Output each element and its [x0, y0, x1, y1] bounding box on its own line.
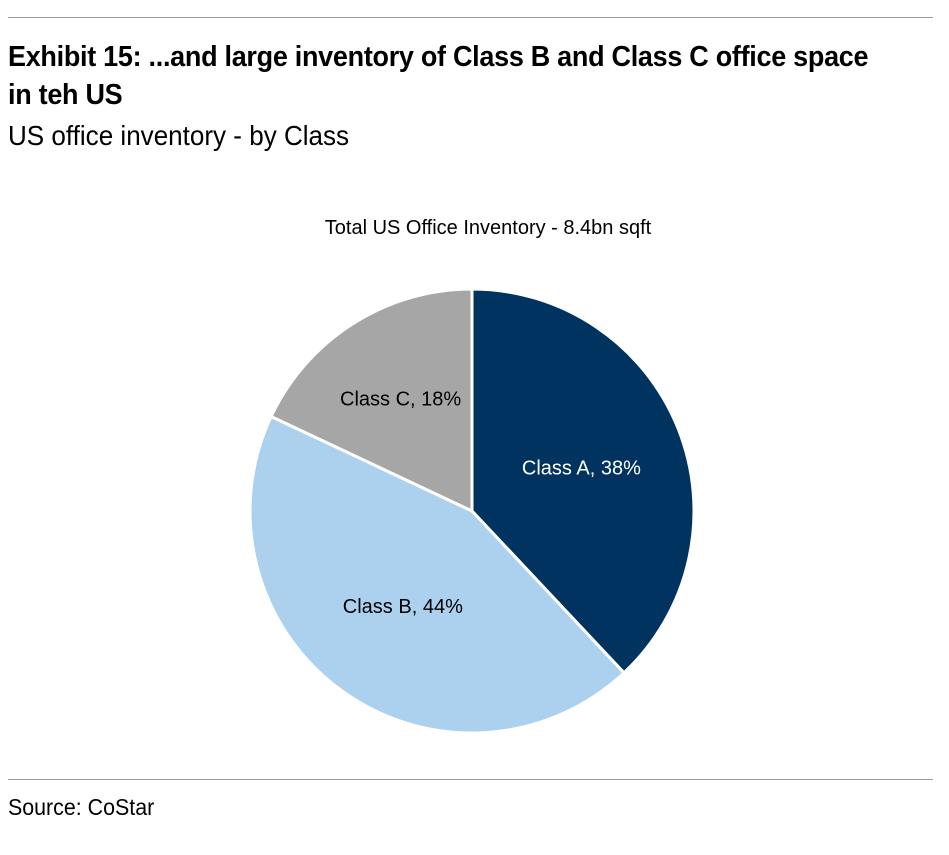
pie-slice-class-c	[269, 287, 474, 513]
exhibit-title: Exhibit 15: ...and large inventory of Cl…	[8, 41, 869, 111]
pie-slice-class-a	[470, 287, 696, 675]
chart-title: Total US Office Inventory - 8.4bn sqft	[325, 217, 652, 239]
pie-slices	[248, 287, 696, 735]
pie-label-class-c: Class C, 18%	[340, 389, 461, 411]
pie-labels: Class A, 38% Class B, 44% Class C, 18%	[340, 389, 641, 619]
pie-label-class-a: Class A, 38%	[522, 458, 641, 480]
top-rule	[8, 17, 933, 18]
bottom-rule	[8, 779, 933, 780]
exhibit-subtitle: US office inventory - by Class	[8, 120, 350, 151]
source-note: Source: CoStar	[8, 794, 155, 820]
pie-slice-class-b	[248, 414, 626, 735]
pie-label-class-b: Class B, 44%	[343, 596, 463, 618]
pie-chart: Total US Office Inventory - 8.4bn sqft C…	[248, 217, 696, 735]
